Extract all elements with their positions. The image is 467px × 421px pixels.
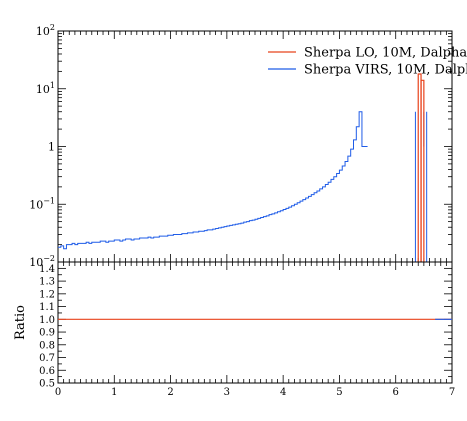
ratio-y-tick-label: 0.6 <box>39 366 55 377</box>
ratio-y-axis-label: Ratio <box>13 305 28 340</box>
ratio-y-tick-label: 0.9 <box>39 328 55 339</box>
ratio-y-tick-label: 0.7 <box>39 353 55 364</box>
series-line-virs <box>58 111 368 250</box>
ratio-x-tick-label: 4 <box>280 387 286 398</box>
main-y-ticks: 10−2 10−1 1 101 102 <box>29 23 452 269</box>
main-x-ticks <box>57 31 453 262</box>
ratio-y-tick-label: 1.3 <box>39 277 55 288</box>
ratio-x-tick-label: 6 <box>393 387 399 398</box>
legend: Sherpa LO, 10M, Dalpha= Sherpa VIRS, 10M,… <box>268 46 467 78</box>
main-y-tick-label: 10−1 <box>29 196 55 211</box>
main-y-tick-label: 101 <box>36 81 55 96</box>
ratio-y-tick-label: 1.4 <box>39 264 55 275</box>
main-series-group <box>58 73 428 262</box>
ratio-plot-frame <box>57 261 453 384</box>
ratio-y-tick-label: 1.2 <box>39 289 55 300</box>
series-bar-lo <box>420 79 425 262</box>
ratio-y-tick-label: 0.8 <box>39 340 55 351</box>
ratio-x-tick-label: 3 <box>224 387 230 398</box>
ratio-y-tick-label: 1.1 <box>39 302 55 313</box>
ratio-x-tick-label: 0 <box>55 387 61 398</box>
main-y-tick-label: 10−2 <box>29 254 55 269</box>
main-y-tick-label: 1 <box>48 141 55 154</box>
ratio-x-tick-label: 2 <box>167 387 173 398</box>
ratio-y-ticks: 0.5 0.6 0.7 0.80.9 1.0 1.1 1.21.3 1.4 <box>39 261 452 390</box>
legend-label: Sherpa VIRS, 10M, Dalpha <box>304 63 467 78</box>
ratio-y-tick-label: 1.0 <box>39 315 55 326</box>
ratio-x-tick-label: 5 <box>336 387 342 398</box>
ratio-x-tick-label: 1 <box>111 387 117 398</box>
legend-label: Sherpa LO, 10M, Dalpha= <box>304 46 467 61</box>
ratio-y-tick-label: 0.5 <box>39 379 55 390</box>
main-y-tick-label: 102 <box>36 23 55 38</box>
ratio-x-ticks: 0 1 2 3 4 5 6 7 <box>55 262 455 398</box>
ratio-x-tick-label: 7 <box>449 387 455 398</box>
